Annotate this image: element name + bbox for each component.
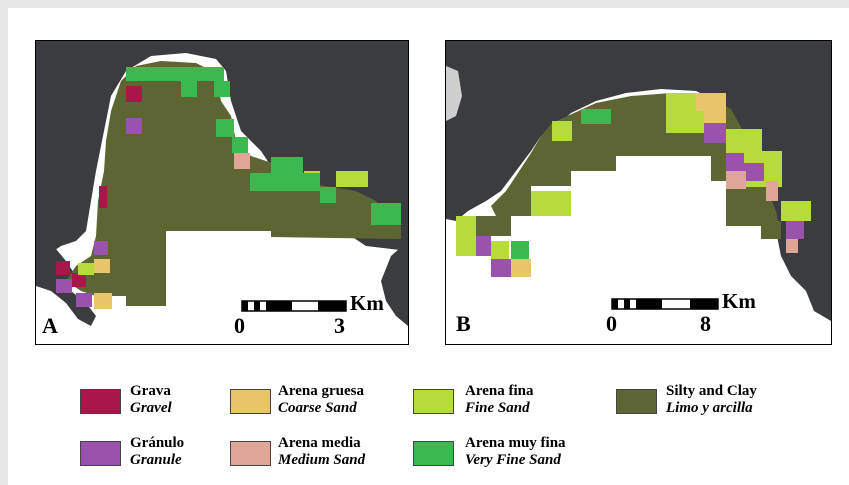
map-b-cell-fine-sand — [491, 241, 509, 259]
legend-label-es: Arena gruesa — [278, 383, 364, 399]
map-b-cell-medium-sand — [726, 171, 746, 189]
map-b-cell-very-fine-sand — [581, 109, 611, 124]
map-b-cell-medium-sand — [786, 239, 798, 253]
scale-b-end: 8 — [700, 311, 711, 336]
map-b-land-light — [446, 66, 462, 121]
legend-label-es: Grava — [130, 383, 171, 399]
scale-a-unit: Km — [350, 291, 384, 315]
map-b-cell-fine-sand — [456, 216, 476, 256]
map-a-cell-very-fine-sand — [126, 67, 224, 81]
map-a-cell-fine-sand — [78, 263, 94, 275]
map-a-graphic — [36, 41, 408, 326]
legend-swatch-granule — [80, 441, 121, 466]
map-b-cell-granule — [491, 259, 511, 277]
legend-label-es: Arena media — [278, 435, 361, 451]
legend-label-es: Arena muy fina — [465, 435, 566, 451]
legend-label-en: Fine Sand — [465, 400, 530, 416]
map-a-scale-bar — [241, 300, 347, 312]
legend-label-es: Gránulo — [130, 435, 185, 451]
map-a: A 0 3 Km — [35, 40, 409, 345]
scale-b-unit: Km — [722, 289, 756, 313]
legend-label-en: Coarse Sand — [278, 400, 357, 416]
legend-swatch-coarse-sand — [230, 389, 271, 414]
legend-label-es: Arena fina — [465, 383, 534, 399]
map-b-cell-medium-sand — [766, 181, 778, 201]
map-a-cell-granule — [56, 279, 72, 293]
map-a-cell-medium-sand — [234, 153, 250, 169]
map-b-cell-fine-sand — [552, 121, 572, 141]
scale-a-start: 0 — [234, 313, 245, 338]
map-b-cell-fine-sand — [781, 201, 811, 221]
map-b-cell-granule — [786, 221, 804, 239]
legend-label-es: Silty and Clay — [666, 383, 757, 399]
legend-swatch-fine-sand — [413, 389, 454, 414]
map-b-cell-silty-clay — [476, 216, 511, 236]
legend-swatch-gravel — [80, 389, 121, 414]
map-b: B 0 8 Km — [445, 40, 832, 345]
map-a-cell-very-fine-sand — [371, 203, 401, 225]
map-a-cell-granule — [126, 118, 142, 134]
scale-a-end: 3 — [334, 313, 345, 338]
legend-label-en: Granule — [130, 452, 182, 468]
map-a-cell-gravel — [126, 86, 142, 102]
map-b-cell-granule — [744, 163, 764, 181]
map-a-cell-gravel — [99, 186, 107, 208]
legend-swatch-silty-clay — [616, 389, 657, 414]
map-b-cell-coarse-sand — [704, 103, 726, 123]
legend-label-en: Gravel — [130, 400, 172, 416]
map-a-cell-very-fine-sand — [181, 81, 197, 97]
map-a-cell-granule — [76, 293, 92, 307]
scale-b-start: 0 — [606, 311, 617, 336]
map-b-cell-granule — [726, 153, 744, 171]
map-a-cell-coarse-sand — [94, 259, 110, 273]
map-b-scale-bar — [611, 298, 719, 310]
map-a-cell-very-fine-sand — [250, 173, 320, 191]
map-a-silty-clay — [66, 61, 401, 306]
map-b-cell-silty-clay — [761, 221, 781, 239]
map-a-cell-granule — [94, 241, 108, 255]
map-a-cell-coarse-sand — [94, 293, 112, 309]
map-b-cell-fine-sand — [531, 191, 571, 216]
map-b-cell-very-fine-sand — [511, 241, 529, 259]
map-b-cell-granule — [704, 123, 726, 143]
map-b-cell-coarse-sand — [511, 259, 531, 277]
map-b-cell-granule — [476, 236, 491, 256]
map-a-land-se — [381, 241, 408, 326]
map-a-cell-very-fine-sand — [232, 137, 248, 153]
map-b-land — [446, 41, 831, 321]
panel-label-b: B — [456, 311, 471, 336]
map-a-cell-very-fine-sand — [320, 187, 336, 203]
map-a-cell-very-fine-sand — [216, 119, 234, 137]
map-a-cell-gravel — [72, 273, 86, 287]
legend-swatch-very-fine-sand — [413, 441, 454, 466]
figure-panel: A 0 3 Km — [8, 8, 849, 485]
map-a-cell-fine-sand — [336, 171, 368, 187]
legend-swatch-medium-sand — [230, 441, 271, 466]
map-b-graphic — [446, 41, 831, 321]
map-a-cell-gravel — [56, 261, 70, 275]
map-a-cell-very-fine-sand — [271, 157, 303, 173]
panel-label-a: A — [42, 313, 58, 338]
legend-label-en: Medium Sand — [278, 452, 366, 468]
map-a-cell-very-fine-sand — [214, 81, 230, 97]
legend-label-en: Very Fine Sand — [465, 452, 561, 468]
legend-label-en: Limo y arcilla — [666, 400, 753, 416]
